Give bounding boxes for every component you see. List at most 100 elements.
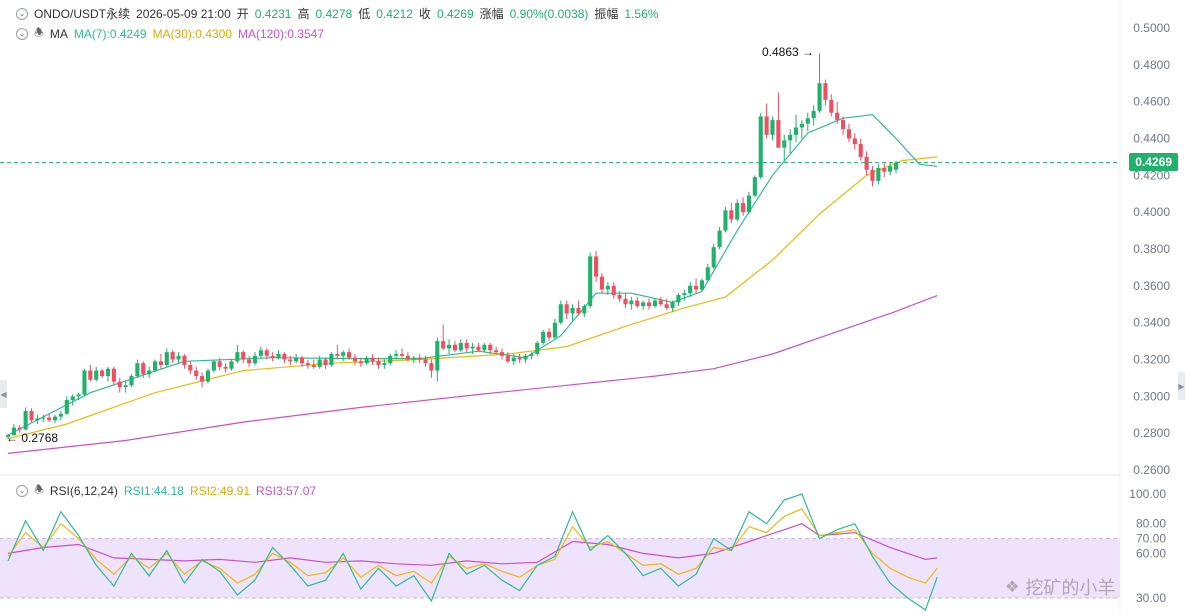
candle[interactable]: [535, 341, 540, 356]
candle[interactable]: [682, 289, 687, 301]
candle[interactable]: [476, 342, 481, 353]
candle[interactable]: [652, 298, 657, 308]
candle[interactable]: [523, 353, 528, 364]
candle[interactable]: [452, 341, 457, 353]
candle[interactable]: [247, 355, 252, 367]
candle[interactable]: [588, 252, 593, 308]
rsi-alert-bell-icon[interactable]: 🕭: [34, 484, 44, 496]
candle[interactable]: [752, 175, 757, 198]
candle[interactable]: [664, 298, 669, 310]
candle[interactable]: [347, 348, 352, 360]
candle[interactable]: [447, 339, 452, 354]
candle[interactable]: [793, 114, 799, 143]
candle[interactable]: [364, 355, 369, 366]
candle[interactable]: [358, 357, 363, 367]
candle[interactable]: [423, 355, 428, 367]
candle[interactable]: [299, 355, 305, 367]
candle[interactable]: [882, 162, 887, 178]
candle[interactable]: [611, 282, 616, 299]
candle[interactable]: [188, 361, 193, 375]
candle[interactable]: [858, 138, 863, 161]
candle[interactable]: [47, 413, 52, 423]
candle[interactable]: [176, 352, 181, 364]
candle[interactable]: [76, 392, 81, 401]
candle[interactable]: [841, 116, 846, 135]
candle[interactable]: [688, 282, 693, 297]
candle[interactable]: [52, 414, 58, 424]
candle[interactable]: [152, 359, 158, 373]
candle[interactable]: [23, 407, 28, 431]
candle[interactable]: [641, 300, 646, 310]
candle[interactable]: [158, 353, 163, 369]
candle[interactable]: [735, 199, 740, 222]
candle[interactable]: [294, 353, 299, 364]
candle[interactable]: [511, 353, 516, 366]
candle[interactable]: [235, 344, 240, 364]
candle[interactable]: [323, 357, 328, 369]
candle[interactable]: [111, 366, 116, 386]
candle[interactable]: [770, 116, 775, 141]
candle[interactable]: [594, 250, 599, 283]
candle[interactable]: [29, 408, 34, 423]
candle[interactable]: [646, 298, 652, 310]
candle[interactable]: [888, 162, 893, 176]
candle[interactable]: [35, 414, 40, 424]
candle[interactable]: [399, 348, 405, 358]
candle[interactable]: [164, 348, 169, 367]
ma-collapse-chevron-icon[interactable]: ⌄: [16, 27, 28, 40]
candle[interactable]: [194, 366, 199, 380]
candle[interactable]: [264, 348, 269, 360]
candle[interactable]: [394, 350, 399, 360]
candle[interactable]: [558, 300, 563, 325]
candle[interactable]: [341, 350, 346, 362]
candle[interactable]: [699, 278, 704, 292]
candle[interactable]: [370, 353, 375, 366]
candle[interactable]: [441, 324, 446, 351]
candle[interactable]: [876, 164, 881, 185]
candle[interactable]: [352, 353, 358, 366]
candle[interactable]: [746, 191, 752, 215]
candle[interactable]: [811, 105, 816, 126]
candle[interactable]: [805, 112, 810, 132]
scroll-right-arrow-icon[interactable]: ▶: [1178, 372, 1185, 400]
candle[interactable]: [147, 366, 152, 378]
rsi-title[interactable]: RSI(6,12,24): [49, 483, 118, 498]
candle[interactable]: [670, 300, 675, 312]
candle[interactable]: [129, 374, 134, 388]
candle[interactable]: [676, 293, 681, 307]
candle[interactable]: [170, 350, 175, 364]
candle[interactable]: [576, 300, 581, 316]
symbol-name[interactable]: ONDO/USDT永续: [34, 7, 131, 21]
scroll-left-arrow-icon[interactable]: ◀: [0, 380, 7, 408]
candle[interactable]: [88, 365, 93, 382]
candle[interactable]: [229, 359, 234, 371]
candle[interactable]: [305, 359, 310, 369]
candle[interactable]: [552, 318, 557, 340]
candle[interactable]: [58, 411, 63, 421]
candle[interactable]: [335, 344, 340, 360]
candle[interactable]: [429, 359, 434, 378]
candle[interactable]: [376, 357, 381, 369]
candle[interactable]: [5, 434, 11, 440]
candle[interactable]: [570, 304, 575, 321]
candle[interactable]: [82, 368, 87, 397]
candle[interactable]: [717, 226, 722, 249]
candle[interactable]: [658, 296, 663, 307]
candle[interactable]: [382, 359, 387, 369]
candle[interactable]: [494, 346, 499, 354]
candle[interactable]: [846, 123, 852, 143]
candle[interactable]: [864, 151, 869, 176]
candle[interactable]: [211, 359, 216, 373]
candle[interactable]: [458, 339, 463, 353]
ma-alert-bell-icon[interactable]: 🕭: [34, 27, 44, 39]
candle[interactable]: [41, 414, 46, 423]
candle[interactable]: [282, 352, 287, 364]
candle[interactable]: [270, 352, 275, 362]
candle[interactable]: [823, 79, 828, 106]
candle[interactable]: [629, 296, 634, 310]
candle[interactable]: [217, 357, 222, 371]
candle[interactable]: [411, 355, 416, 364]
candle[interactable]: [317, 355, 322, 369]
candle[interactable]: [241, 350, 246, 364]
candle[interactable]: [705, 263, 710, 283]
